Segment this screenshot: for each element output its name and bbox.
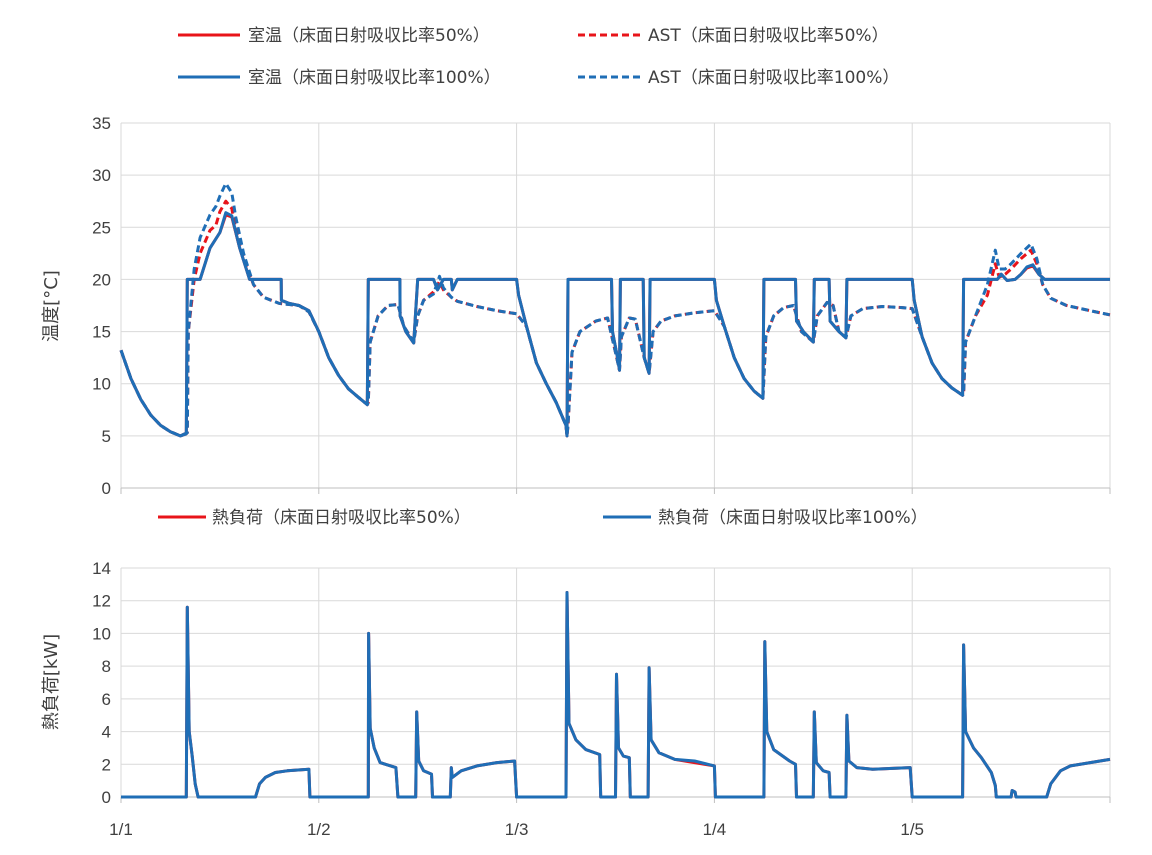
legend-label-heat-load-100: 熱負荷（床面日射吸収比率100%） [658, 508, 928, 528]
legend-item-ast-100: AST（床面日射吸収比率100%） [578, 68, 899, 88]
legend-label-ast-50: AST（床面日射吸収比率50%） [648, 26, 889, 46]
y-tick-label: 30 [92, 166, 111, 185]
legend-top: 室温（床面日射吸収比率50%） AST（床面日射吸収比率50%） 室温（床面日射… [178, 26, 899, 88]
x-tick-label: 1/3 [505, 820, 529, 839]
y-tick-label: 25 [92, 218, 111, 237]
legend-label-heat-load-50: 熱負荷（床面日射吸収比率50%） [212, 508, 471, 528]
legend-label-room-temp-100: 室温（床面日射吸収比率100%） [248, 68, 501, 88]
legend-item-room-temp-50: 室温（床面日射吸収比率50%） [178, 26, 490, 46]
y-tick-label: 14 [92, 559, 111, 578]
y-tick-label: 5 [102, 427, 111, 446]
x-tick-label: 1/4 [703, 820, 727, 839]
legend-label-room-temp-50: 室温（床面日射吸収比率50%） [248, 26, 490, 46]
y-tick-label: 10 [92, 624, 111, 643]
x-tick-label: 1/2 [307, 820, 331, 839]
y-tick-label: 15 [92, 323, 111, 342]
legend-label-ast-100: AST（床面日射吸収比率100%） [648, 68, 899, 88]
x-tick-label: 1/1 [109, 820, 133, 839]
y-tick-label: 20 [92, 270, 111, 289]
temperature-plot: 0 5 10 15 20 25 30 35 [92, 114, 1111, 498]
y-tick-label: 12 [92, 592, 111, 611]
legend-item-room-temp-100: 室温（床面日射吸収比率100%） [178, 68, 501, 88]
temperature-axis-title: 温度[°C] [41, 270, 62, 342]
y-tick-label: 2 [102, 755, 111, 774]
series-line-0-0 [119, 213, 1110, 438]
heat-load-plot: 0 2 4 6 8 10 12 14 1/1 1/2 1/3 1/4 1/5 [92, 559, 1111, 839]
y-tick-label: 8 [102, 657, 111, 676]
y-tick-label: 6 [102, 690, 111, 709]
series-line-0-2 [119, 211, 1110, 438]
x-tick-label: 1/5 [900, 820, 924, 839]
heat-load-axis-title: 熱負荷[kW] [41, 634, 62, 730]
y-tick-label: 0 [102, 479, 111, 498]
legend-item-heat-load-50: 熱負荷（床面日射吸収比率50%） [158, 508, 471, 528]
legend-item-heat-load-100: 熱負荷（床面日射吸収比率100%） [603, 508, 928, 528]
series-line-0-3 [119, 182, 1111, 438]
series-line-0-1 [119, 199, 1111, 438]
legend-item-ast-50: AST（床面日射吸収比率50%） [578, 26, 889, 46]
y-tick-label: 35 [92, 114, 111, 133]
y-tick-label: 0 [102, 788, 111, 807]
series-line-1-1 [121, 591, 1111, 799]
y-tick-label: 4 [102, 723, 111, 742]
legend-bottom: 熱負荷（床面日射吸収比率50%） 熱負荷（床面日射吸収比率100%） [158, 508, 928, 528]
y-tick-label: 10 [92, 375, 111, 394]
